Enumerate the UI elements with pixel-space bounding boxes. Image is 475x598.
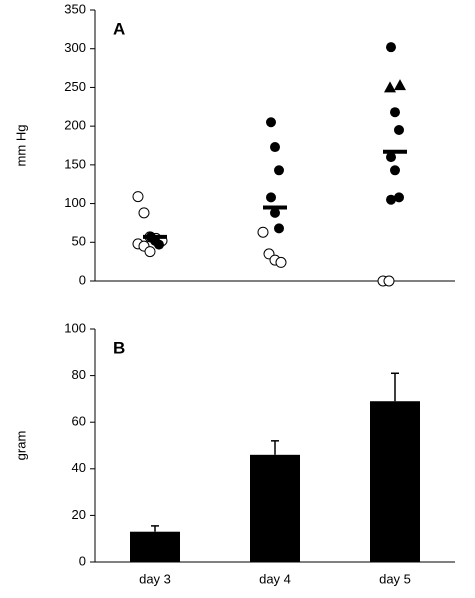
open-point bbox=[138, 207, 150, 219]
x-tick-label: day 3 bbox=[139, 571, 171, 586]
bar bbox=[250, 454, 300, 562]
filled-point bbox=[266, 117, 276, 128]
panel-label: B bbox=[113, 338, 125, 357]
filled-point bbox=[390, 107, 400, 118]
open-point bbox=[275, 256, 287, 268]
open-point bbox=[132, 191, 144, 203]
y-tick-label: 100 bbox=[64, 195, 86, 210]
y-tick-label: 100 bbox=[64, 320, 86, 335]
triangle-point bbox=[394, 79, 406, 91]
filled-point bbox=[394, 192, 404, 203]
y-axis-label: gram bbox=[13, 431, 28, 461]
filled-point bbox=[266, 192, 276, 203]
y-tick-label: 60 bbox=[72, 414, 86, 429]
filled-point bbox=[154, 239, 164, 250]
y-tick-label: 200 bbox=[64, 118, 86, 133]
y-tick-label: 40 bbox=[72, 460, 86, 475]
y-tick-label: 300 bbox=[64, 40, 86, 55]
bar bbox=[370, 401, 420, 562]
y-tick-label: 150 bbox=[64, 156, 86, 171]
y-tick-label: 20 bbox=[72, 507, 86, 522]
filled-point bbox=[386, 194, 396, 205]
y-tick-label: 0 bbox=[79, 553, 86, 568]
open-point bbox=[383, 275, 395, 287]
panel-label: A bbox=[113, 19, 125, 38]
bar bbox=[130, 531, 180, 562]
y-tick-label: 0 bbox=[79, 272, 86, 287]
filled-point bbox=[390, 165, 400, 176]
triangle-point bbox=[384, 81, 396, 93]
filled-point bbox=[270, 207, 280, 218]
x-tick-label: day 5 bbox=[379, 571, 411, 586]
filled-point bbox=[386, 152, 396, 163]
x-tick-label: day 4 bbox=[259, 571, 291, 586]
filled-point bbox=[270, 142, 280, 153]
y-axis-label: mm Hg bbox=[13, 125, 28, 167]
filled-point bbox=[274, 165, 284, 176]
y-tick-label: 80 bbox=[72, 367, 86, 382]
y-tick-label: 50 bbox=[72, 234, 86, 249]
open-point bbox=[257, 226, 269, 238]
filled-point bbox=[394, 125, 404, 136]
filled-point bbox=[274, 223, 284, 234]
filled-point bbox=[386, 42, 396, 53]
open-point bbox=[144, 246, 156, 258]
y-tick-label: 350 bbox=[64, 1, 86, 16]
y-tick-label: 250 bbox=[64, 79, 86, 94]
